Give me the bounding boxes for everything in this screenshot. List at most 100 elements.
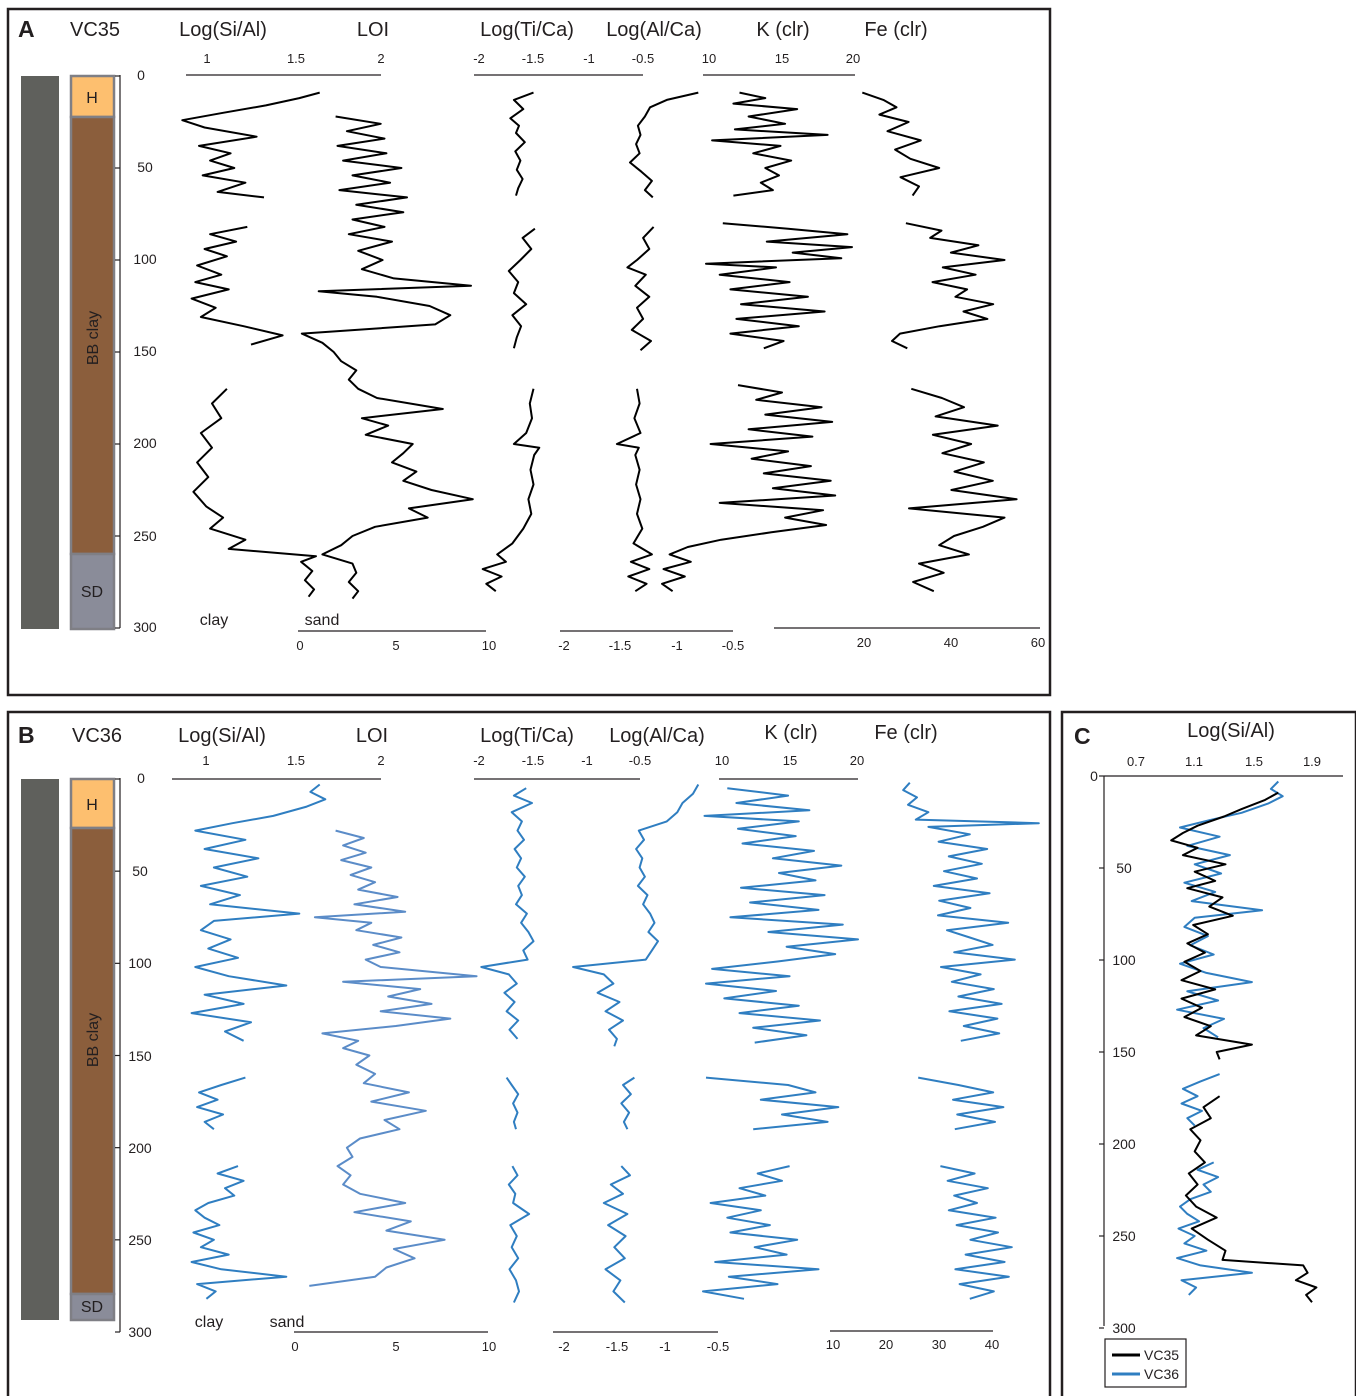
panel-a-tick-label: 15 xyxy=(775,51,789,66)
panel-b-curves xyxy=(190,782,1040,1304)
panel-b-depth-tick: 250 xyxy=(128,1232,152,1248)
panel-a-unit-sd-box xyxy=(69,552,116,631)
panel-b-depth-tick: 0 xyxy=(137,770,145,786)
panel-a-tick-label: 10 xyxy=(702,51,716,66)
panel-b-tick-label: 15 xyxy=(783,753,797,768)
series-log-ti-ca-line xyxy=(480,787,535,1040)
panel-b-unit-bb-box xyxy=(69,826,116,1296)
panel-a-depth-tick: 150 xyxy=(133,343,157,359)
series-log-al-ca-line xyxy=(602,1165,631,1304)
series-log-ti-ca-line xyxy=(505,1077,520,1130)
panel-a-tick-label: 40 xyxy=(944,635,958,650)
panel-c-depth-tick: 50 xyxy=(1116,860,1132,876)
series-vc36-line xyxy=(1176,780,1284,1039)
panel-c-curves xyxy=(1170,780,1318,1303)
panel-a-depth-tick: 0 xyxy=(137,67,145,83)
series-fe-clr-line xyxy=(861,91,941,197)
series-vc35-line xyxy=(1184,1095,1318,1303)
panel-a: A VC35 Log(Si/Al) LOI Log(Ti/Ca) Log(Al/… xyxy=(18,16,1045,653)
panel-b-unit-h-box xyxy=(69,777,116,830)
panel-a-tick-label: 2 xyxy=(377,51,384,66)
panel-c: C Log(Si/Al) 0.7 1.1 1.5 1.9 0 50 100 15… xyxy=(1074,720,1343,1388)
panel-b-title-al-ca: Log(Al/Ca) xyxy=(609,725,705,747)
panel-b-tick-label: 2 xyxy=(377,753,384,768)
panel-a-tick-label: -0.5 xyxy=(722,638,744,653)
legend-label-vc35: VC35 xyxy=(1144,1347,1179,1363)
panel-a-title-fe: Fe (clr) xyxy=(864,19,927,41)
panel-b-depth-tick: 50 xyxy=(132,863,148,879)
panel-a-title-ti-ca: Log(Ti/Ca) xyxy=(480,19,574,41)
panel-a-sand-label: sand xyxy=(305,612,340,629)
series-k-clr-line xyxy=(705,1076,840,1131)
panel-b-depth-tick: 300 xyxy=(128,1324,152,1340)
panel-a-curves xyxy=(181,91,1018,600)
panel-a-tick-label: -1 xyxy=(671,638,683,653)
panel-a-core-id: VC35 xyxy=(70,19,120,41)
series-fe-clr-line xyxy=(940,1165,1013,1300)
panel-b-tick-label: 5 xyxy=(392,1339,399,1354)
series-loi-line xyxy=(309,829,478,1287)
panel-b-title-ti-ca: Log(Ti/Ca) xyxy=(480,725,574,747)
panel-a-frame xyxy=(6,7,1052,697)
panel-b-tick-label: 20 xyxy=(879,1337,893,1352)
panel-b-frame xyxy=(6,710,1052,1396)
panel-a-letter: A xyxy=(18,16,35,42)
series-log-ti-ca-line xyxy=(507,1165,531,1303)
panel-c-title: Log(Si/Al) xyxy=(1187,720,1275,742)
series-fe-clr-line xyxy=(918,1076,1005,1131)
panel-a-tick-label: -2 xyxy=(473,51,485,66)
panel-a-unit-bb-box xyxy=(69,115,116,556)
panel-a-clay-label: clay xyxy=(200,612,228,629)
panel-b-letter: B xyxy=(18,722,35,748)
panel-a-tick-label: -1.5 xyxy=(522,51,544,66)
series-k-clr-line xyxy=(711,91,829,197)
series-k-clr-line xyxy=(703,787,859,1044)
panel-a-title-loi: LOI xyxy=(357,19,389,41)
panel-b-depth-tick: 100 xyxy=(128,955,152,971)
panel-a-title-al-ca: Log(Al/Ca) xyxy=(606,19,702,41)
series-fe-clr-line xyxy=(891,222,1006,350)
series-fe-clr-line xyxy=(902,782,1040,1042)
series-k-clr-line xyxy=(705,222,853,350)
series-log-si-al-line xyxy=(181,91,320,199)
panel-b-clay-label: clay xyxy=(195,1314,223,1331)
series-log-al-ca-line xyxy=(620,1076,635,1130)
panel-b-tick-label: 10 xyxy=(715,753,729,768)
series-vc36-line xyxy=(1180,1073,1220,1127)
series-vc36-line xyxy=(1176,1161,1253,1296)
panel-a-core-photo xyxy=(21,76,59,629)
panel-a-tick-label: 1 xyxy=(203,51,210,66)
panel-b-depth-tick: 150 xyxy=(128,1048,152,1064)
panel-b-title-si-al: Log(Si/Al) xyxy=(178,725,266,747)
panel-a-tick-label: 5 xyxy=(392,638,399,653)
panel-c-tick-label: 1.9 xyxy=(1303,754,1321,769)
panel-c-depth-tick: 300 xyxy=(1112,1320,1136,1336)
panel-b-tick-label: -0.5 xyxy=(629,753,651,768)
panel-b-unit-h-label: H xyxy=(86,797,98,814)
panel-a-tick-label: -1 xyxy=(583,51,595,66)
panel-a-title-si-al: Log(Si/Al) xyxy=(179,19,267,41)
panel-c-depth-tick: 250 xyxy=(1112,1228,1136,1244)
panel-b-title-fe: Fe (clr) xyxy=(874,722,937,744)
panel-b-title-loi: LOI xyxy=(356,725,388,747)
panel-a-unit-sd-label: SD xyxy=(81,584,103,601)
series-fe-clr-line xyxy=(908,387,1018,593)
series-log-ti-ca-line xyxy=(481,388,541,592)
panel-b-tick-label: 40 xyxy=(985,1337,999,1352)
panel-b-tick-label: 1.5 xyxy=(287,753,305,768)
series-log-ti-ca-line xyxy=(509,91,534,196)
panel-b-tick-label: -2 xyxy=(473,753,485,768)
panel-b-core-id: VC36 xyxy=(72,725,122,747)
series-log-si-al-line xyxy=(190,1165,288,1300)
series-k-clr-line xyxy=(702,1165,820,1300)
series-vc35-line xyxy=(1170,791,1279,1060)
series-log-si-al-line xyxy=(196,1076,246,1130)
panel-b-tick-label: 10 xyxy=(826,1337,840,1352)
panel-c-letter: C xyxy=(1074,723,1091,749)
panel-a-depth-tick: 300 xyxy=(133,619,157,635)
series-loi-line xyxy=(300,115,474,600)
panel-c-frame xyxy=(1060,710,1356,1396)
panel-c-depth-tick: 0 xyxy=(1090,768,1098,784)
panel-b-tick-label: -2 xyxy=(558,1339,570,1354)
